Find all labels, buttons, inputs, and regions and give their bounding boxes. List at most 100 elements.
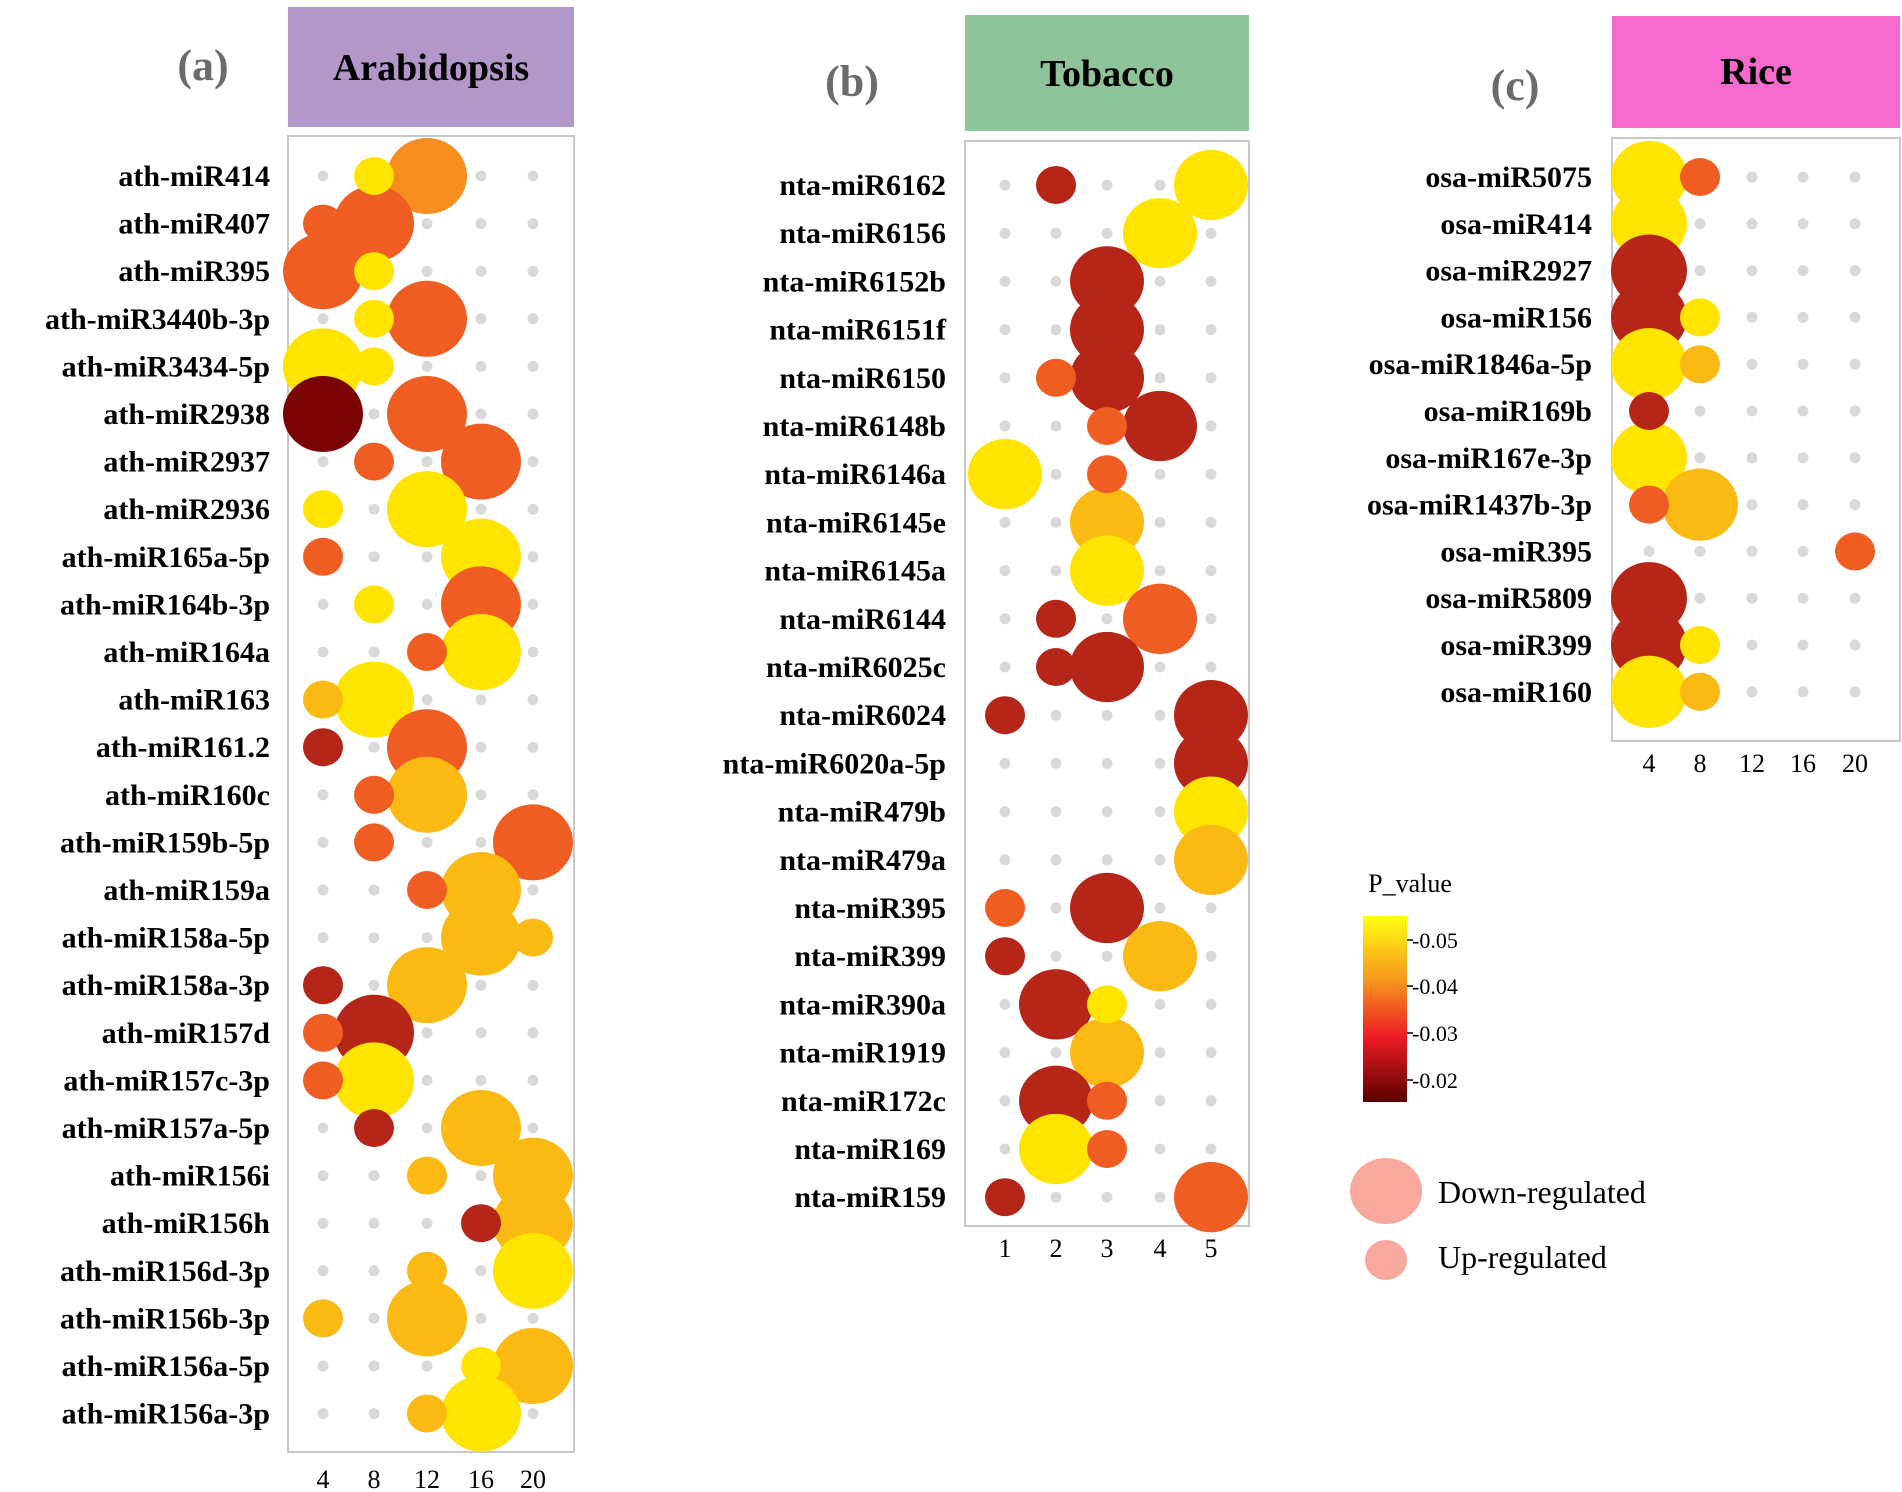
grid-dot bbox=[1101, 613, 1113, 625]
bubble-down-regulated bbox=[1123, 390, 1197, 462]
grid-dot bbox=[527, 1074, 539, 1086]
grid-dot bbox=[1154, 179, 1166, 191]
grid-dot bbox=[1154, 998, 1166, 1010]
row-label: osa-miR2927 bbox=[1425, 255, 1592, 288]
bubble-up-regulated bbox=[1087, 985, 1127, 1024]
row-label: nta-miR399 bbox=[794, 940, 946, 973]
row-label: ath-miR156i bbox=[110, 1160, 270, 1193]
row-label: ath-miR3434-5p bbox=[62, 350, 270, 383]
grid-dot bbox=[1694, 592, 1706, 604]
panel-c-row-labels: osa-miR5075 osa-miR414 osa-miR2927 osa-miR1… bbox=[1367, 161, 1592, 709]
bubble-down-regulated bbox=[1611, 421, 1687, 494]
panel-b-row-labels: nta-miR6162 nta-miR6156 nta-miR6152b nta-mi… bbox=[723, 169, 947, 1214]
grid-dot bbox=[1154, 1191, 1166, 1203]
grid-dot bbox=[421, 694, 433, 706]
grid-dot bbox=[368, 646, 380, 658]
bubble-up-regulated bbox=[354, 823, 394, 862]
panel-b-plot-frame bbox=[964, 140, 1250, 1227]
grid-dot bbox=[421, 360, 433, 372]
grid-dot bbox=[527, 313, 539, 325]
x-tick-label: 2 bbox=[1050, 1234, 1063, 1263]
row-label: ath-miR395 bbox=[118, 255, 270, 288]
grid-dot bbox=[1101, 950, 1113, 962]
grid-dot bbox=[1205, 227, 1217, 239]
row-label: nta-miR6144 bbox=[779, 603, 946, 636]
panel-b: (b) Tobacco nta-miR6162nta-miR6156nta-mi… bbox=[723, 15, 1250, 1263]
grid-dot bbox=[527, 646, 539, 658]
grid-dot bbox=[1050, 227, 1062, 239]
grid-dot bbox=[1205, 998, 1217, 1010]
row-label: ath-miR158a-3p bbox=[62, 969, 270, 1002]
grid-dot bbox=[421, 456, 433, 468]
row-label: ath-miR158a-5p bbox=[62, 922, 270, 955]
bubble-down-regulated bbox=[1611, 655, 1687, 728]
bubble-down-regulated bbox=[387, 138, 467, 214]
grid-dot bbox=[1205, 1143, 1217, 1155]
grid-dot bbox=[317, 456, 329, 468]
grid-dot bbox=[317, 1360, 329, 1372]
panel-a-x-ticks: 4 8 12 16 20 bbox=[317, 1465, 547, 1492]
bubble-up-regulated bbox=[354, 1109, 394, 1147]
bubble-down-regulated bbox=[387, 471, 467, 548]
grid-dot bbox=[475, 1074, 487, 1086]
grid-dot bbox=[421, 1360, 433, 1372]
grid-dot bbox=[1101, 806, 1113, 818]
grid-dot bbox=[999, 806, 1011, 818]
grid-dot bbox=[1694, 265, 1706, 277]
bubble-down-regulated bbox=[283, 233, 363, 310]
row-label: nta-miR479a bbox=[779, 844, 946, 877]
grid-dot bbox=[1849, 639, 1861, 651]
grid-dot bbox=[1050, 854, 1062, 866]
row-label: ath-miR2938 bbox=[103, 398, 270, 431]
grid-dot bbox=[1154, 565, 1166, 577]
grid-dot bbox=[999, 854, 1011, 866]
row-label: ath-miR3440b-3p bbox=[45, 303, 270, 336]
row-label: nta-miR6145a bbox=[764, 555, 946, 588]
grid-dot bbox=[527, 694, 539, 706]
row-label: ath-miR160c bbox=[105, 779, 270, 812]
row-label: ath-miR161.2 bbox=[96, 731, 270, 764]
x-tick-label: 4 bbox=[1643, 749, 1656, 778]
bubble-up-regulated bbox=[1680, 345, 1720, 384]
grid-dot bbox=[999, 516, 1011, 528]
bubble-down-regulated bbox=[1070, 246, 1144, 317]
bubble-down-regulated bbox=[1123, 583, 1197, 654]
x-tick-label: 8 bbox=[368, 1465, 381, 1492]
grid-dot bbox=[475, 789, 487, 801]
grid-dot bbox=[527, 360, 539, 372]
panel-c-title: Rice bbox=[1720, 51, 1792, 93]
legend-bubble-down bbox=[1350, 1158, 1422, 1224]
row-label: ath-miR164b-3p bbox=[60, 588, 270, 621]
grid-dot bbox=[1154, 372, 1166, 384]
grid-dot bbox=[1050, 757, 1062, 769]
bubble-up-regulated bbox=[303, 966, 343, 1005]
grid-dot bbox=[1154, 516, 1166, 528]
panel-a-plot-frame bbox=[287, 135, 575, 1453]
row-label: nta-miR6152b bbox=[763, 265, 946, 298]
colorbar-tick-label: -0.02 bbox=[1412, 1068, 1458, 1093]
bubble-up-regulated bbox=[354, 157, 394, 195]
grid-dot bbox=[1154, 324, 1166, 336]
row-label: nta-miR6145e bbox=[766, 506, 946, 539]
grid-dot bbox=[475, 979, 487, 991]
x-tick-label: 5 bbox=[1205, 1234, 1218, 1263]
grid-dot bbox=[999, 227, 1011, 239]
grid-dot bbox=[1154, 1047, 1166, 1059]
bubble-up-regulated bbox=[1629, 392, 1669, 430]
row-label: ath-miR159b-5p bbox=[60, 826, 270, 859]
grid-dot bbox=[999, 324, 1011, 336]
grid-dot bbox=[317, 836, 329, 848]
grid-dot bbox=[1101, 757, 1113, 769]
grid-dot bbox=[527, 218, 539, 230]
grid-dot bbox=[1746, 452, 1758, 464]
grid-dot bbox=[1797, 358, 1809, 370]
legend-label-up-regulated: Up-regulated bbox=[1438, 1239, 1607, 1275]
grid-dot bbox=[527, 884, 539, 896]
row-label: nta-miR6025c bbox=[766, 651, 946, 684]
row-label: osa-miR1437b-3p bbox=[1367, 489, 1592, 522]
row-label: ath-miR407 bbox=[118, 208, 270, 241]
grid-dot bbox=[317, 932, 329, 944]
grid-dot bbox=[475, 1170, 487, 1182]
bubble-down-regulated bbox=[1174, 776, 1248, 847]
grid-dot bbox=[1050, 516, 1062, 528]
